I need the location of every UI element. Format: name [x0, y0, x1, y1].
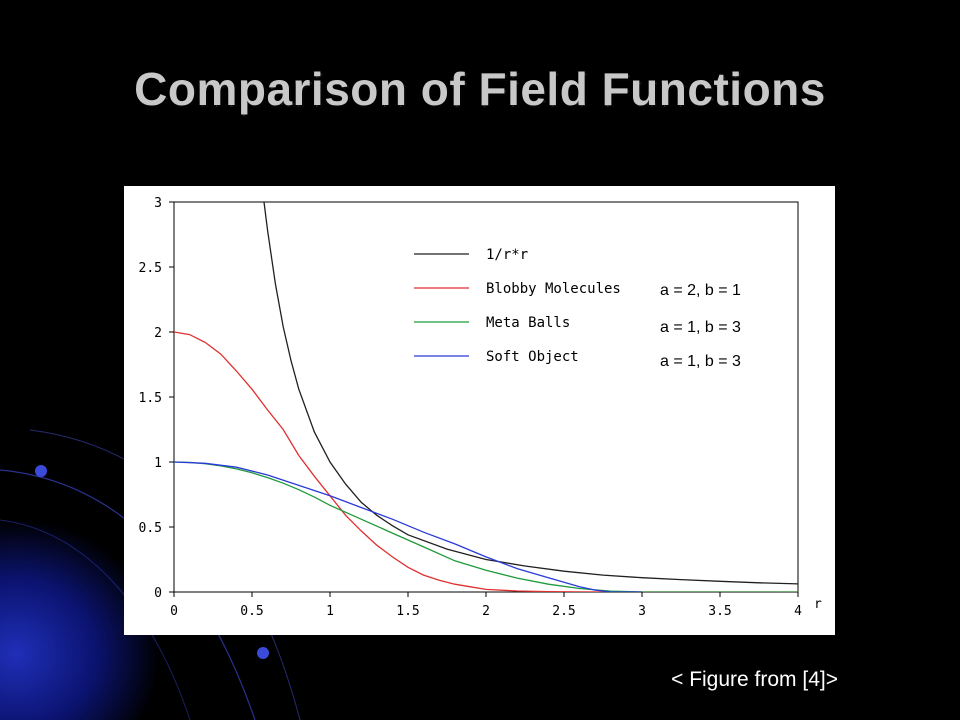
x-tick-label: 0.5	[240, 604, 263, 619]
legend-label-2: Meta Balls	[486, 315, 570, 331]
y-tick-label: 0.5	[139, 521, 162, 536]
x-tick-label: 4	[794, 604, 802, 619]
legend-label-0: 1/r*r	[486, 247, 528, 263]
series-line-3	[174, 461, 642, 592]
series-line-1	[174, 331, 798, 592]
x-tick-label: 1.5	[396, 604, 419, 619]
decor-dot-1	[35, 465, 47, 477]
x-axis-label: r	[814, 597, 822, 612]
x-tick-label: 2.5	[552, 604, 575, 619]
x-tick-label: 3.5	[708, 604, 731, 619]
slide-title: Comparison of Field Functions	[134, 63, 826, 115]
chart-panel: 0 0.5 1 1.5 2 2.5 3 0 0.5 1 1.5 2 2.5 3 3.5 4 r 1/r*r Blob…	[124, 186, 835, 635]
legend-label-1: Blobby Molecules	[486, 281, 621, 297]
x-tick-label: 0	[170, 604, 178, 619]
x-tick-label: 1	[326, 604, 334, 619]
x-tick-label: 2	[482, 604, 490, 619]
y-tick-label: 1.5	[139, 391, 162, 406]
y-tick-label: 1	[154, 456, 162, 471]
y-tick-label: 3	[154, 196, 162, 211]
legend-params-1: a = 2, b = 1	[660, 282, 741, 299]
line-chart: 0 0.5 1 1.5 2 2.5 3 0 0.5 1 1.5 2 2.5 3 3.5 4 r 1/r*r Blob…	[139, 196, 822, 619]
series-line-0	[263, 202, 798, 585]
decor-dot-2	[257, 647, 269, 659]
y-tick-label: 2	[154, 326, 162, 341]
y-tick-label: 2.5	[139, 261, 162, 276]
legend-params-2: a = 1, b = 3	[660, 319, 741, 336]
legend-params-3: a = 1, b = 3	[660, 353, 741, 370]
x-tick-label: 3	[638, 604, 646, 619]
legend-label-3: Soft Object	[486, 349, 579, 365]
figure-caption: < Figure from [4]>	[671, 668, 838, 691]
y-tick-label: 0	[154, 586, 162, 601]
series-line-2	[174, 461, 798, 592]
